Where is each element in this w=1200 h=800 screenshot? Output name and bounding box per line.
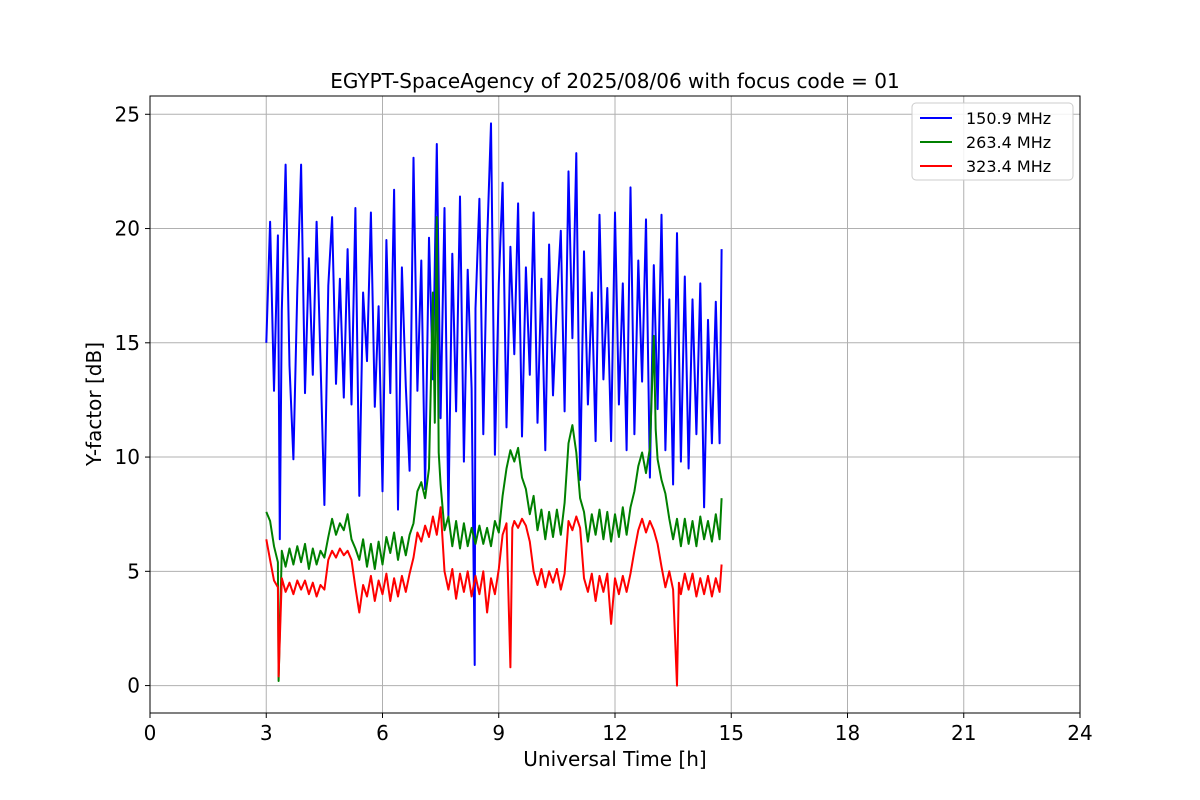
chart-title: EGYPT-SpaceAgency of 2025/08/06 with foc…: [330, 69, 899, 93]
plot-series: [265, 122, 723, 687]
x-tick-label: 0: [144, 721, 157, 745]
y-tick-label: 0: [127, 674, 140, 698]
legend-label-2: 263.4 MHz: [966, 133, 1051, 152]
y-axis-title: Y-factor [dB]: [82, 342, 106, 467]
y-tick-label: 20: [115, 217, 140, 241]
x-tick-label: 12: [602, 721, 627, 745]
x-tick-label: 18: [835, 721, 860, 745]
y-axis-ticks: 0 5 10 15 20 25: [115, 102, 150, 698]
x-tick-label: 24: [1067, 721, 1092, 745]
legend-box: [911, 102, 1074, 181]
series-line-3: [265, 506, 723, 687]
x-tick-label: 15: [719, 721, 744, 745]
y-tick-label: 5: [127, 559, 140, 583]
legend: 150.9 MHz 263.4 MHz 323.4 MHz: [911, 102, 1074, 181]
x-tick-label: 6: [376, 721, 389, 745]
legend-label-1: 150.9 MHz: [966, 109, 1051, 128]
x-axis-title: Universal Time [h]: [523, 747, 706, 771]
legend-label-3: 323.4 MHz: [966, 157, 1051, 176]
x-tick-label: 21: [951, 721, 976, 745]
y-tick-label: 15: [115, 331, 140, 355]
x-axis-ticks: 0 3 6 9 12 15 18 21 24: [144, 713, 1093, 745]
y-tick-label: 10: [115, 445, 140, 469]
x-tick-label: 3: [260, 721, 273, 745]
series-line-1: [265, 122, 723, 666]
series-line-2: [265, 216, 723, 682]
x-tick-label: 9: [492, 721, 505, 745]
y-tick-label: 25: [115, 102, 140, 126]
